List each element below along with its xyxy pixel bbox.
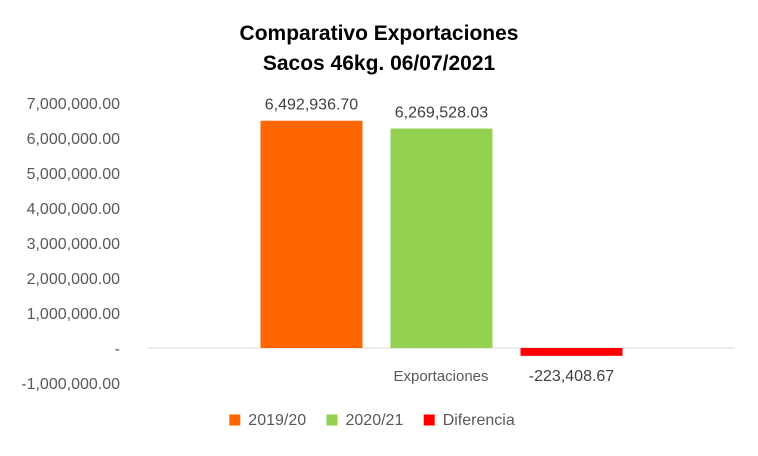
legend-label: 2020/21 xyxy=(346,412,404,429)
y-tick-label: -1,000,000.00 xyxy=(21,376,120,393)
y-tick-label: 7,000,000.00 xyxy=(27,96,121,113)
y-tick-label: 5,000,000.00 xyxy=(27,166,121,183)
bar-diferencia xyxy=(520,348,623,356)
y-tick-label: - xyxy=(115,341,120,358)
bar-2020-21 xyxy=(390,128,493,348)
data-label: -223,408.67 xyxy=(529,368,615,385)
y-tick-label: 6,000,000.00 xyxy=(27,131,121,148)
chart-title-line-2: Sacos 46kg. 06/07/2021 xyxy=(263,52,496,75)
y-tick-label: 1,000,000.00 xyxy=(27,306,121,323)
category-label: Exportaciones xyxy=(393,368,488,385)
legend-swatch xyxy=(326,414,338,426)
bars xyxy=(260,120,623,356)
y-tick-label: 4,000,000.00 xyxy=(27,201,121,218)
y-axis-ticks: 7,000,000.00 6,000,000.00 5,000,000.00 4,00… xyxy=(21,96,120,393)
data-labels: 6,492,936.70 6,269,528.03 -223,408.67 xyxy=(265,97,615,385)
legend-label: Diferencia xyxy=(443,412,515,429)
legend-swatch xyxy=(423,414,435,426)
legend-label: 2019/20 xyxy=(248,412,306,429)
data-label: 6,269,528.03 xyxy=(395,105,489,122)
bar-2019-20 xyxy=(260,120,363,348)
data-label: 6,492,936.70 xyxy=(265,97,359,114)
legend: 2019/20 2020/21 Diferencia xyxy=(229,412,515,429)
y-tick-label: 2,000,000.00 xyxy=(27,271,121,288)
y-tick-label: 3,000,000.00 xyxy=(27,236,121,253)
legend-swatch xyxy=(229,414,241,426)
chart-title-line-1: Comparativo Exportaciones xyxy=(240,22,519,45)
